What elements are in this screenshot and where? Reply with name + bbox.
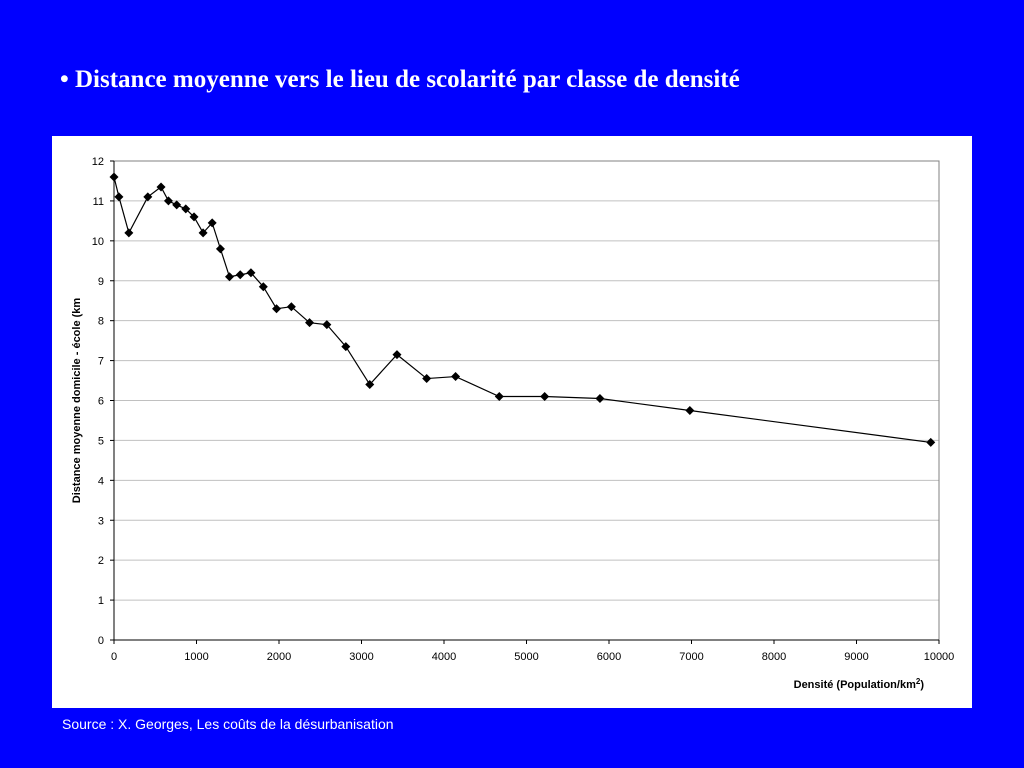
x-axis-title-suffix: ) [920,679,924,691]
slide-title: • Distance moyenne vers le lieu de scola… [60,66,740,93]
data-point-marker [156,182,166,192]
y-tick-label: 1 [98,595,104,607]
y-tick-label: 7 [98,356,104,368]
y-tick-label: 11 [93,196,104,208]
data-point-marker [225,272,234,282]
series-group [109,172,936,447]
source-note: Source : X. Georges, Les coûts de la dés… [62,716,394,732]
x-tick-label: 6000 [597,651,621,663]
x-tick-label: 10000 [924,651,955,663]
data-point-marker [305,318,315,328]
x-tick-label: 9000 [844,651,868,663]
data-point-marker [246,268,256,278]
data-point-marker [392,350,402,360]
data-point-marker [286,302,296,312]
grid-lines [114,160,939,601]
x-axis-title: Densité (Population/km2) [794,677,925,691]
x-tick-label: 5000 [514,651,538,663]
data-point-marker [322,320,332,330]
x-axis-title-superscript: 2 [916,677,921,686]
data-point-marker [494,392,504,402]
data-point-marker [422,374,432,384]
y-tick-label: 4 [98,475,104,487]
x-tick-label: 0 [111,651,117,663]
data-point-marker [365,380,375,390]
data-point-marker [163,196,173,206]
data-point-marker [207,218,217,228]
data-point-marker [124,228,134,238]
y-tick-label: 6 [98,396,104,408]
data-point-marker [114,192,124,202]
data-point-marker [189,212,199,222]
x-tick-label: 2000 [267,651,291,663]
y-tick-label: 10 [92,236,104,248]
data-point-marker [181,204,191,214]
y-tick-label: 3 [98,515,104,527]
x-tick-label: 4000 [432,651,456,663]
x-tick-label: 3000 [349,651,373,663]
y-tick-label: 8 [98,316,104,328]
y-tick-label: 12 [92,156,104,168]
data-point-marker [172,200,182,210]
y-axis-title: Distance moyenne domicile - école (km [71,298,83,504]
data-point-marker [540,392,550,402]
data-point-marker [215,244,225,254]
data-point-marker [109,172,119,182]
data-point-marker [272,304,282,314]
chart-panel: 0 1 2 3 4 5 6 7 8 9 10 11 12 0 1000 2000 3000 4000 5000 600… [52,136,972,708]
y-tick-label: 5 [98,435,104,447]
data-point-marker [685,405,695,415]
x-tick-label: 7000 [679,651,703,663]
data-point-marker [451,372,461,382]
y-tick-label: 9 [98,276,104,288]
x-tick-label: 8000 [762,651,786,663]
x-axis-title-main: Densité (Population/km [794,679,916,691]
data-point-marker [341,342,351,352]
data-point-marker [143,192,153,202]
x-tick-label: 1000 [184,651,208,663]
data-point-marker [198,228,208,238]
y-tick-label: 0 [98,635,104,647]
data-point-marker [595,394,605,404]
y-tick-label: 2 [98,555,104,567]
series-line [113,176,931,444]
data-point-marker [926,437,936,447]
data-point-marker [258,282,268,292]
data-point-marker [235,270,245,280]
